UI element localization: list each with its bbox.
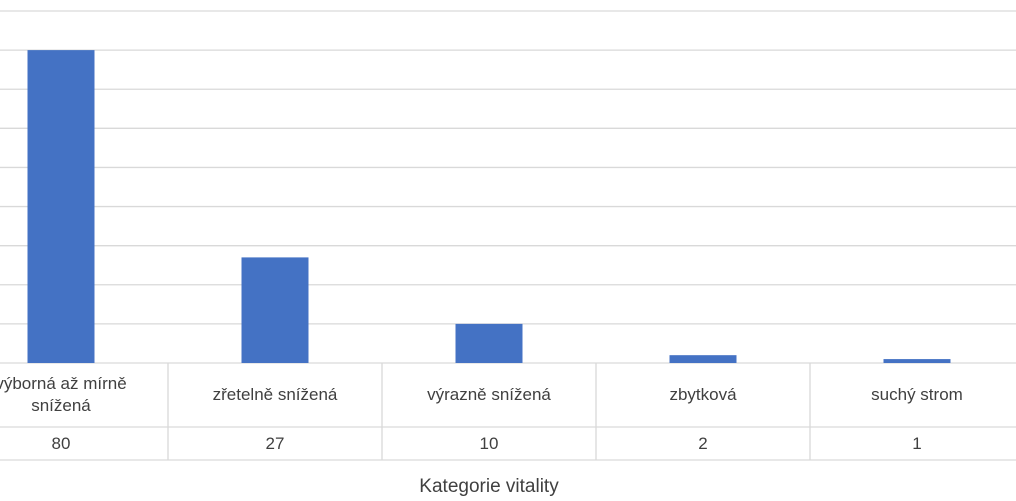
category-label: suchý strom	[871, 385, 963, 404]
category-label: výborná až mírně snížená	[0, 374, 127, 415]
category-label: zbytková	[669, 385, 737, 404]
value-cell: 27	[265, 433, 285, 453]
value-cell: 1	[912, 433, 922, 453]
value-cell: 80	[51, 433, 71, 453]
bar	[241, 257, 309, 363]
category-label: výrazně snížená	[427, 385, 551, 404]
bar	[455, 323, 523, 363]
bar	[669, 355, 737, 363]
bar	[883, 359, 951, 363]
category-label: zřetelně snížená	[212, 385, 338, 404]
x-axis-title: Kategorie vitality	[419, 476, 559, 497]
bar	[27, 50, 95, 363]
value-cell: 10	[479, 433, 499, 453]
value-cell: 2	[698, 433, 708, 453]
